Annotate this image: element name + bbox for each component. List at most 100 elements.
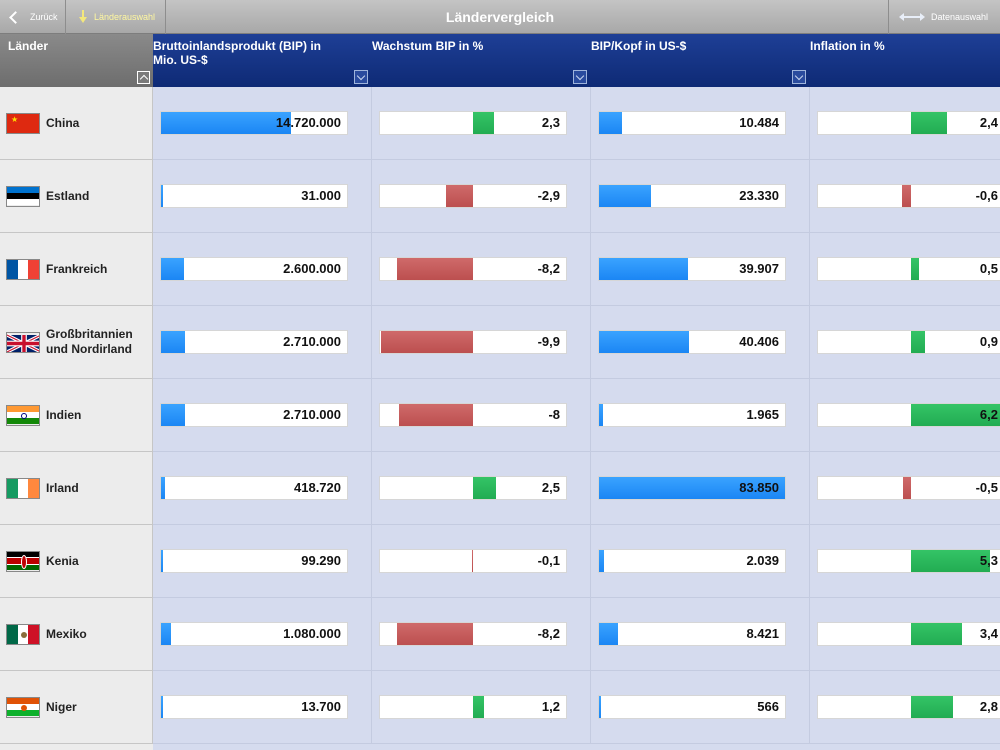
country-row[interactable]: Niger <box>0 671 153 744</box>
inflation-bar-track: 5,3 <box>817 549 1000 573</box>
gdp-per-capita-bar-track: 8.421 <box>598 622 786 646</box>
country-row[interactable]: Frankreich <box>0 233 153 306</box>
inflation-bar-track: 3,4 <box>817 622 1000 646</box>
country-row[interactable]: Mexiko <box>0 598 153 671</box>
data-selection-button[interactable]: Datenauswahl <box>888 0 1000 34</box>
growth-negative-bar <box>399 404 473 426</box>
back-label: Zurück <box>30 12 58 22</box>
gdp-cell: 31.000 <box>153 160 372 233</box>
growth-negative-bar <box>381 331 473 353</box>
gdp-per-capita-cell: 566 <box>591 671 810 744</box>
gdp-per-capita-cell: 8.421 <box>591 598 810 671</box>
country-column-header[interactable]: Länder <box>0 34 153 87</box>
gdp-per-capita-value: 566 <box>757 699 779 714</box>
inflation-cell: 6,2 <box>810 379 1000 452</box>
gdp-value: 2.710.000 <box>283 407 341 422</box>
gdp-bar <box>161 112 291 134</box>
inflation-column-header[interactable]: Inflation in % <box>810 34 1000 87</box>
growth-value: -9,9 <box>537 334 560 349</box>
growth-bar-track: -8,2 <box>379 622 567 646</box>
inflation-cell: 0,5 <box>810 233 1000 306</box>
growth-value: 2,5 <box>541 480 560 495</box>
sort-up-icon[interactable] <box>137 71 150 84</box>
gdp-per-capita-bar-track: 2.039 <box>598 549 786 573</box>
gdp-cell: 14.720.000 <box>153 87 372 160</box>
country-row[interactable]: Großbritannien und Nordirland <box>0 306 153 379</box>
gdp-per-capita-cell: 10.484 <box>591 87 810 160</box>
gdp-per-capita-bar <box>599 331 689 353</box>
gdp-column-header[interactable]: Bruttoinlandsprodukt (BIP) in Mio. US-$ <box>153 34 372 87</box>
gdp-value: 99.290 <box>301 553 341 568</box>
china-flag-icon: ★ <box>6 112 40 134</box>
gdp-value: 14.720.000 <box>275 115 341 130</box>
gdp-per-capita-header-label: BIP/Kopf in US-$ <box>591 39 687 53</box>
inflation-bar-track: 2,8 <box>817 695 1000 719</box>
gdp-bar <box>161 258 184 280</box>
country-selection-button[interactable]: Länderauswahl <box>66 0 166 34</box>
gdp-per-capita-bar <box>599 112 622 134</box>
inflation-value: 6,2 <box>979 407 998 422</box>
india-flag-icon <box>6 404 40 426</box>
country-list: ★ China Estland Frankreich Großbritannien un… <box>0 87 153 750</box>
growth-value: -8 <box>548 407 560 422</box>
inflation-value: 2,4 <box>979 115 998 130</box>
growth-value: -0,1 <box>537 553 560 568</box>
gdp-bar-track: 1.080.000 <box>160 622 348 646</box>
growth-negative-bar <box>472 550 473 572</box>
country-name: Indien <box>46 407 82 422</box>
country-name: Irland <box>46 480 79 495</box>
sort-down-icon[interactable] <box>573 70 587 84</box>
country-row[interactable]: Irland <box>0 452 153 525</box>
country-selection-label: Länderauswahl <box>94 12 156 22</box>
mexico-flag-icon <box>6 623 40 645</box>
navigation-bar: Zurück Länderauswahl Ländervergleich Dat… <box>0 0 1000 34</box>
country-row[interactable]: Indien <box>0 379 153 452</box>
growth-cell: 1,2 <box>372 671 591 744</box>
country-row[interactable]: ★ China <box>0 87 153 160</box>
sort-down-icon[interactable] <box>354 70 368 84</box>
gdp-per-capita-bar-track: 39.907 <box>598 257 786 281</box>
growth-cell: -8,2 <box>372 598 591 671</box>
country-row[interactable]: Estland <box>0 160 153 233</box>
growth-value: -8,2 <box>537 261 560 276</box>
back-button[interactable]: Zurück <box>0 0 66 34</box>
growth-value: 1,2 <box>541 699 560 714</box>
inflation-value: 3,4 <box>979 626 998 641</box>
inflation-positive-bar <box>911 696 953 718</box>
gdp-per-capita-value: 2.039 <box>746 553 779 568</box>
growth-bar-track: -2,9 <box>379 184 567 208</box>
gdp-per-capita-value: 40.406 <box>739 334 779 349</box>
growth-value: -8,2 <box>537 626 560 641</box>
inflation-negative-bar <box>903 477 911 499</box>
growth-bar-track: -9,9 <box>379 330 567 354</box>
gdp-bar-track: 14.720.000 <box>160 111 348 135</box>
gdp-value: 2.600.000 <box>283 261 341 276</box>
gdp-cell: 2.710.000 <box>153 379 372 452</box>
growth-cell: -8,2 <box>372 233 591 306</box>
inflation-bar-track: 6,2 <box>817 403 1000 427</box>
growth-positive-bar <box>473 696 484 718</box>
growth-column-header[interactable]: Wachstum BIP in % <box>372 34 591 87</box>
inflation-cell: -0,5 <box>810 452 1000 525</box>
inflation-bar-track: -0,5 <box>817 476 1000 500</box>
inflation-negative-bar <box>902 185 911 207</box>
inflation-cell: 2,4 <box>810 87 1000 160</box>
growth-cell: 2,5 <box>372 452 591 525</box>
country-row[interactable]: Kenia <box>0 525 153 598</box>
gdp-per-capita-value: 83.850 <box>739 480 779 495</box>
gdp-bar-track: 99.290 <box>160 549 348 573</box>
inflation-positive-bar <box>911 258 919 280</box>
gdp-cell: 1.080.000 <box>153 598 372 671</box>
double-arrow-icon <box>899 12 925 22</box>
gdp-per-capita-column-header[interactable]: BIP/Kopf in US-$ <box>591 34 810 87</box>
gdp-bar-track: 13.700 <box>160 695 348 719</box>
inflation-cell: -0,6 <box>810 160 1000 233</box>
ireland-flag-icon <box>6 477 40 499</box>
growth-bar-track: 1,2 <box>379 695 567 719</box>
sort-down-icon[interactable] <box>792 70 806 84</box>
growth-cell: 2,3 <box>372 87 591 160</box>
inflation-positive-bar <box>911 550 990 572</box>
inflation-cell: 3,4 <box>810 598 1000 671</box>
comparison-table: 14.720.000 2,3 10.484 2,4 31.000 -2,9 23.330 -0… <box>153 87 1000 750</box>
growth-negative-bar <box>446 185 473 207</box>
